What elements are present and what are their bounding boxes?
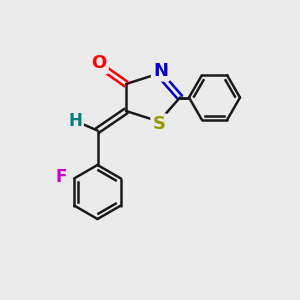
Text: H: H xyxy=(68,112,82,130)
Text: F: F xyxy=(56,168,67,186)
Text: O: O xyxy=(92,54,106,72)
Text: S: S xyxy=(152,116,166,134)
Text: N: N xyxy=(153,61,168,80)
